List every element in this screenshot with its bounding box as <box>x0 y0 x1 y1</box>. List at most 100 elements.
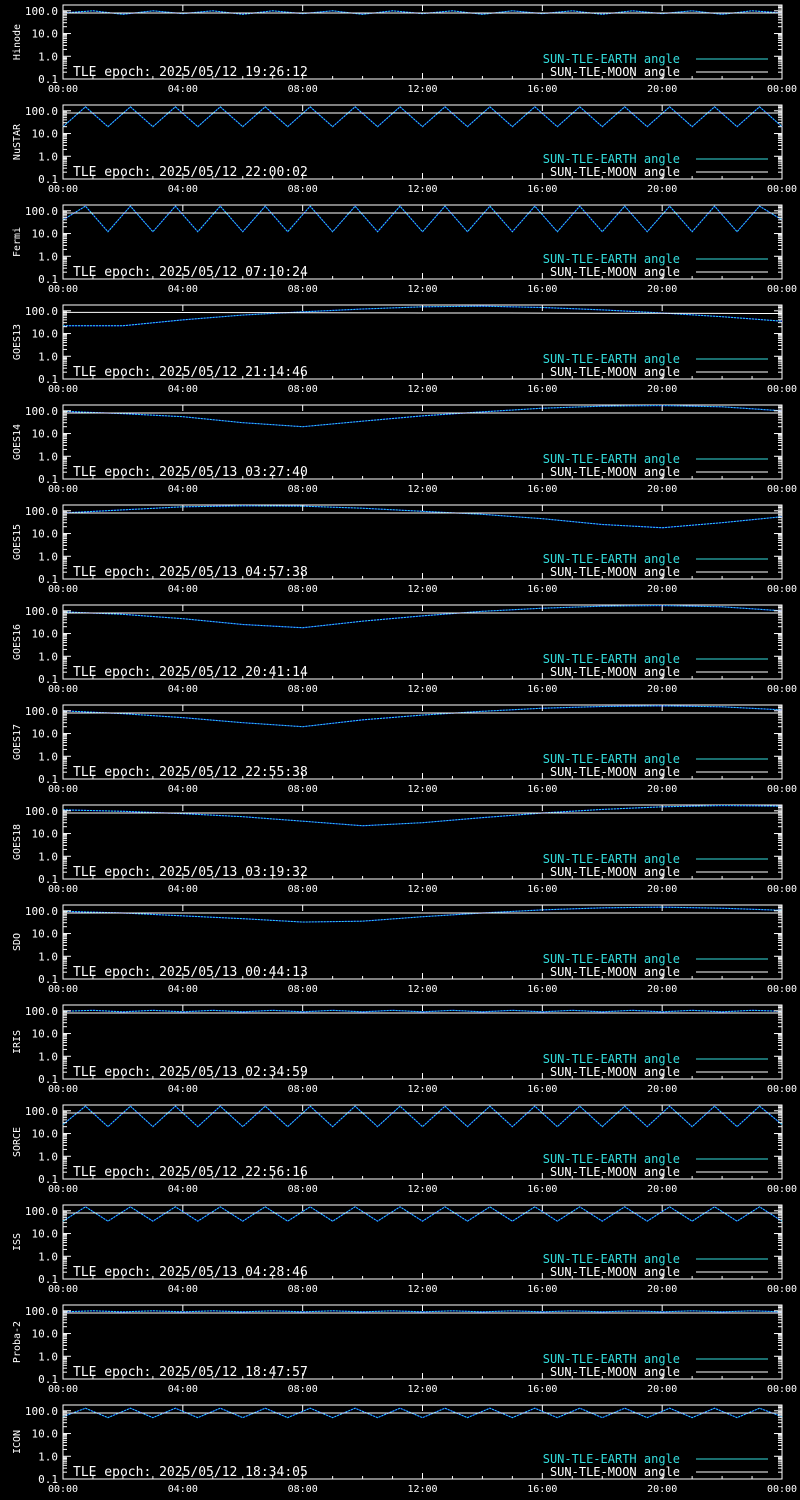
legend-earth-label: SUN-TLE-EARTH angle <box>543 652 680 666</box>
y-tick-label: 1.0 <box>38 850 58 863</box>
x-tick-label: 12:00 <box>407 1484 437 1495</box>
x-tick-label: 04:00 <box>168 784 198 795</box>
legend-moon-label: SUN-TLE-MOON angle <box>550 1265 680 1279</box>
y-tick-label: 100.0 <box>25 1205 58 1218</box>
legend-moon-label: SUN-TLE-MOON angle <box>550 365 680 379</box>
satellite-name: IRIS <box>12 1030 23 1054</box>
y-tick-label: 10.0 <box>32 1128 59 1141</box>
x-tick-label: 00:00 <box>767 584 797 595</box>
x-tick-label: 08:00 <box>288 1284 318 1295</box>
legend-moon-label: SUN-TLE-MOON angle <box>550 565 680 579</box>
x-tick-label: 00:00 <box>48 1484 78 1495</box>
y-tick-label: 100.0 <box>25 1105 58 1118</box>
y-tick-label: 10.0 <box>32 928 59 941</box>
panel-sorce: 100.010.01.00.100:00 04:00 08:00 12:00 16:00… <box>12 1104 797 1195</box>
y-tick-label: 0.1 <box>38 373 58 386</box>
y-tick-label: 1.0 <box>38 150 58 163</box>
tle-epoch: TLE epoch: 2025/05/12 07:10:24 <box>73 265 308 280</box>
x-tick-label: 16:00 <box>527 1284 557 1295</box>
x-tick-label: 20:00 <box>647 84 677 95</box>
y-tick-label: 100.0 <box>25 1005 58 1018</box>
x-tick-label: 00:00 <box>48 684 78 695</box>
y-tick-label: 10.0 <box>32 1028 59 1041</box>
y-tick-label: 0.1 <box>38 173 58 186</box>
x-tick-label: 16:00 <box>527 1184 557 1195</box>
panel-hinode: 100.010.01.00.100:00 04:00 08:00 12:00 16:00… <box>12 4 797 95</box>
legend-earth-label: SUN-TLE-EARTH angle <box>543 252 680 266</box>
y-tick-label: 10.0 <box>32 828 59 841</box>
x-tick-label: 00:00 <box>767 1284 797 1295</box>
x-tick-label: 00:00 <box>48 484 78 495</box>
x-tick-label: 20:00 <box>647 284 677 295</box>
x-tick-label: 08:00 <box>288 684 318 695</box>
y-tick-label: 0.1 <box>38 1473 58 1486</box>
x-tick-label: 04:00 <box>168 684 198 695</box>
panel-goes18: 100.010.01.00.100:00 04:00 08:00 12:00 16:00… <box>12 804 797 895</box>
x-tick-label: 00:00 <box>48 1184 78 1195</box>
x-tick-label: 08:00 <box>288 984 318 995</box>
tle-epoch: TLE epoch: 2025/05/13 00:44:13 <box>73 965 308 980</box>
legend-earth-label: SUN-TLE-EARTH angle <box>543 1052 680 1066</box>
x-tick-label: 12:00 <box>407 1184 437 1195</box>
x-tick-label: 20:00 <box>647 1184 677 1195</box>
panel-fermi: 100.010.01.00.100:00 04:00 08:00 12:00 16:00… <box>12 204 797 295</box>
y-tick-label: 1.0 <box>38 1150 58 1163</box>
y-tick-label: 10.0 <box>32 28 59 41</box>
x-tick-label: 00:00 <box>767 384 797 395</box>
y-tick-label: 100.0 <box>25 5 58 18</box>
satellite-name: GOES13 <box>12 324 23 360</box>
panel-goes14: 100.010.01.00.100:00 04:00 08:00 12:00 16:00… <box>12 404 797 495</box>
tle-epoch: TLE epoch: 2025/05/13 03:27:40 <box>73 465 308 480</box>
tle-epoch: TLE epoch: 2025/05/13 02:34:59 <box>73 1065 308 1080</box>
y-tick-label: 1.0 <box>38 1050 58 1063</box>
x-tick-label: 00:00 <box>767 1184 797 1195</box>
panel-goes17: 100.010.01.00.100:00 04:00 08:00 12:00 16:00… <box>12 704 797 795</box>
x-tick-label: 12:00 <box>407 984 437 995</box>
satellite-name: GOES14 <box>12 424 23 460</box>
x-tick-label: 00:00 <box>48 884 78 895</box>
y-tick-label: 0.1 <box>38 673 58 686</box>
x-tick-label: 20:00 <box>647 884 677 895</box>
x-tick-label: 20:00 <box>647 1384 677 1395</box>
x-tick-label: 08:00 <box>288 384 318 395</box>
satellite-name: NuSTAR <box>12 123 23 160</box>
x-tick-label: 04:00 <box>168 584 198 595</box>
x-tick-label: 04:00 <box>168 1284 198 1295</box>
y-tick-label: 100.0 <box>25 305 58 318</box>
y-tick-label: 100.0 <box>25 1405 58 1418</box>
earth-angle-line <box>62 205 783 233</box>
legend-earth-label: SUN-TLE-EARTH angle <box>543 352 680 366</box>
x-tick-label: 00:00 <box>767 84 797 95</box>
satellite-name: SDO <box>12 933 23 951</box>
y-tick-label: 100.0 <box>25 505 58 518</box>
x-tick-label: 20:00 <box>647 784 677 795</box>
y-tick-label: 0.1 <box>38 573 58 586</box>
y-tick-label: 1.0 <box>38 1250 58 1263</box>
x-tick-label: 00:00 <box>48 584 78 595</box>
y-tick-label: 100.0 <box>25 1305 58 1318</box>
tle-epoch: TLE epoch: 2025/05/12 20:41:14 <box>73 665 308 680</box>
legend-moon-label: SUN-TLE-MOON angle <box>550 1465 680 1479</box>
x-tick-label: 04:00 <box>168 1384 198 1395</box>
y-tick-label: 10.0 <box>32 1428 59 1441</box>
y-tick-label: 0.1 <box>38 1373 58 1386</box>
x-tick-label: 00:00 <box>767 484 797 495</box>
x-tick-label: 00:00 <box>767 684 797 695</box>
y-tick-label: 10.0 <box>32 1228 59 1241</box>
x-tick-label: 00:00 <box>48 184 78 195</box>
tle-epoch: TLE epoch: 2025/05/12 22:00:02 <box>73 165 308 180</box>
x-tick-label: 00:00 <box>48 384 78 395</box>
x-tick-label: 12:00 <box>407 584 437 595</box>
y-tick-label: 100.0 <box>25 205 58 218</box>
x-tick-label: 12:00 <box>407 384 437 395</box>
legend-moon-label: SUN-TLE-MOON angle <box>550 665 680 679</box>
y-tick-label: 0.1 <box>38 273 58 286</box>
legend-moon-label: SUN-TLE-MOON angle <box>550 65 680 79</box>
earth-angle-line <box>62 505 783 529</box>
x-tick-label: 00:00 <box>48 1284 78 1295</box>
x-tick-label: 04:00 <box>168 284 198 295</box>
y-tick-label: 10.0 <box>32 628 59 641</box>
legend-earth-label: SUN-TLE-EARTH angle <box>543 1452 680 1466</box>
tle-epoch: TLE epoch: 2025/05/12 22:55:38 <box>73 765 308 780</box>
x-tick-label: 04:00 <box>168 884 198 895</box>
